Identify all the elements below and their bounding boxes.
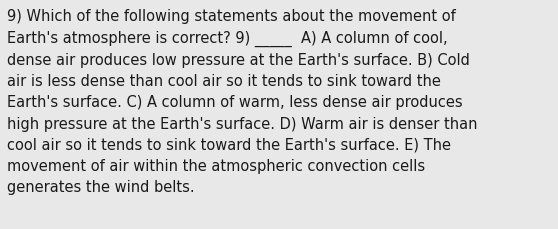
Text: 9) Which of the following statements about the movement of
Earth's atmosphere is: 9) Which of the following statements abo… xyxy=(7,9,477,194)
